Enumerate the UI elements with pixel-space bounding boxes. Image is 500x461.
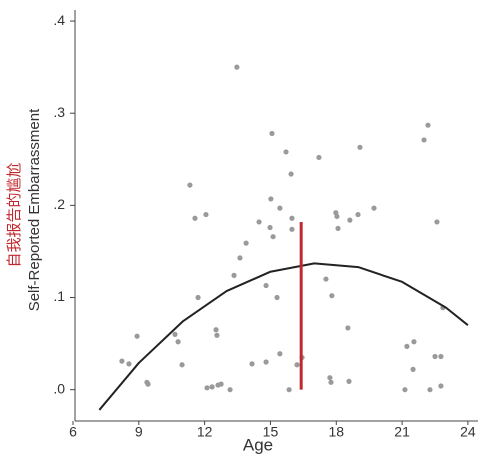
point (269, 130, 275, 137)
point (267, 224, 273, 231)
point (204, 385, 210, 391)
point (425, 122, 431, 128)
x-tick-label: 12 (197, 424, 213, 440)
point (289, 215, 295, 221)
fit-curve (98, 262, 469, 411)
point (203, 211, 209, 218)
point (294, 362, 300, 368)
point (438, 383, 444, 389)
point (355, 211, 361, 218)
point (402, 387, 408, 393)
point (237, 255, 243, 261)
point (213, 327, 219, 333)
y-axis-label: Self-Reported Embarrassment (26, 108, 43, 311)
point (357, 144, 363, 150)
point (227, 387, 233, 393)
point (243, 240, 249, 246)
point (187, 182, 193, 188)
point (421, 137, 427, 143)
x-tick-label: 24 (460, 424, 476, 440)
point (328, 379, 334, 385)
point (231, 272, 237, 278)
point (277, 351, 283, 357)
point (323, 276, 329, 282)
x-tick-label: 18 (328, 424, 344, 440)
point (256, 219, 262, 225)
point (144, 379, 150, 385)
point (410, 366, 416, 372)
point (172, 331, 178, 337)
point (347, 217, 353, 223)
point (286, 387, 292, 393)
x-tick-label: 6 (69, 424, 77, 440)
point (175, 339, 181, 345)
point (192, 215, 198, 221)
point (277, 205, 283, 211)
point (438, 353, 444, 360)
y-tick-label: .1 (53, 288, 65, 304)
point (371, 205, 377, 211)
point (288, 171, 294, 177)
point (274, 294, 280, 301)
point (214, 332, 220, 338)
y-tick-label: .4 (53, 12, 65, 28)
point (126, 361, 132, 367)
x-tick-label: 15 (263, 424, 279, 440)
point (268, 196, 274, 202)
point (345, 325, 351, 331)
point (179, 362, 185, 368)
point (195, 294, 201, 301)
point (346, 378, 352, 384)
point (289, 226, 295, 232)
x-tick-label: 9 (135, 424, 143, 440)
point (234, 64, 240, 70)
annotation: 自我报告的尴尬 (5, 162, 23, 267)
point (270, 234, 276, 240)
point (249, 361, 255, 367)
x-axis-label: Age (243, 435, 273, 454)
point (119, 358, 125, 364)
point (283, 149, 289, 155)
point (334, 213, 340, 220)
point (134, 333, 140, 339)
x-tick-label: 21 (394, 424, 410, 440)
point (209, 384, 215, 390)
point (404, 343, 410, 349)
point (427, 387, 433, 393)
point (263, 282, 269, 289)
point (335, 225, 341, 232)
point (327, 375, 333, 381)
point (263, 359, 269, 365)
y-tick-label: .0 (53, 380, 65, 396)
y-tick-label: .3 (53, 104, 65, 120)
point (329, 293, 335, 299)
point (316, 154, 322, 161)
point (432, 353, 438, 360)
y-tick-label: .2 (53, 196, 65, 212)
point (411, 339, 417, 345)
point (434, 219, 440, 225)
point (218, 381, 224, 387)
